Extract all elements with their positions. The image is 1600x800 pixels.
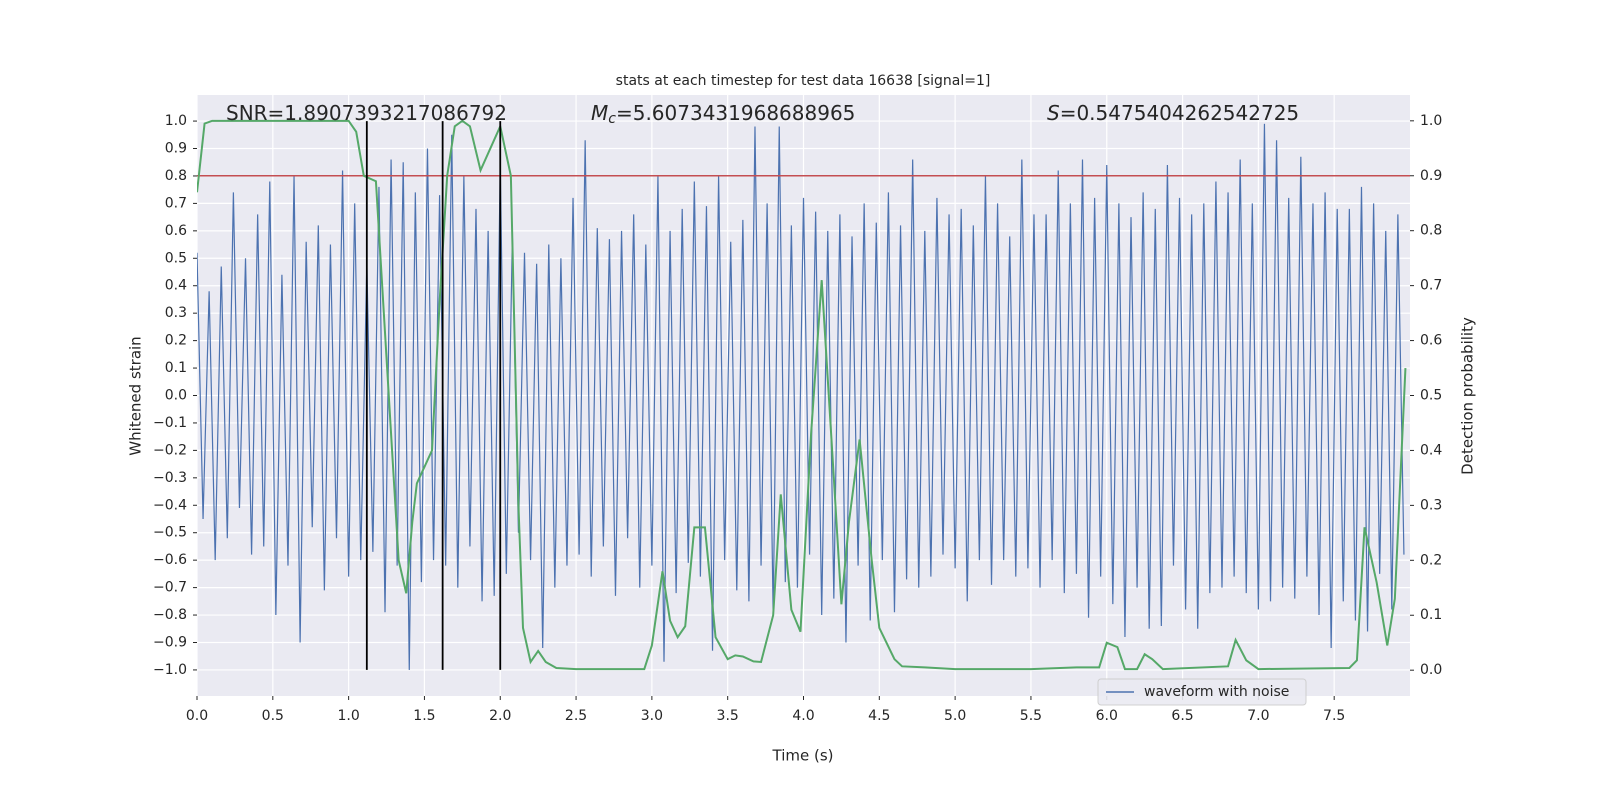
x-tick-label: 4.5: [868, 708, 890, 724]
annotation-text: =0.5475404262542725: [1060, 101, 1299, 125]
y2-tick-label: 0.9: [1420, 168, 1442, 184]
annotation-text: =5.6073431968688965: [616, 101, 855, 125]
y-tick-label: −1.0: [153, 662, 187, 678]
x-tick-label: 4.0: [792, 708, 814, 724]
y2-tick-label: 0.0: [1420, 662, 1442, 678]
x-tick-label: 0.5: [262, 708, 284, 724]
x-tick-label: 3.5: [717, 708, 739, 724]
legend-box: [1097, 678, 1307, 706]
series-line: [197, 123, 1405, 670]
y-tick-label: −0.7: [153, 580, 187, 596]
y-tick-label: −0.2: [153, 442, 187, 458]
y-tick-label: −0.8: [153, 607, 187, 623]
y-axis-label: Whitened strain: [127, 336, 145, 455]
y2-tick-label: 0.2: [1420, 552, 1442, 568]
y-tick-label: 0.8: [165, 168, 187, 184]
annotation-text: SNR=1.8907393217086792: [226, 101, 507, 125]
annotation-symbol: S: [1047, 101, 1060, 125]
y2-tick-label: 0.6: [1420, 333, 1442, 349]
y2-tick-label: 0.5: [1420, 388, 1442, 404]
y2-axis-label: Detection probability: [1459, 317, 1477, 475]
x-tick-label: 6.5: [1171, 708, 1193, 724]
y2-tick-label: 0.1: [1420, 607, 1442, 623]
y-tick-label: 0.0: [165, 388, 187, 404]
y-tick-label: 0.5: [165, 250, 187, 266]
y-tick-label: 0.6: [165, 223, 187, 239]
y-tick-label: −0.4: [153, 497, 187, 513]
y-tick-label: −0.6: [153, 552, 187, 568]
annotation: Mc=5.6073431968688965: [591, 101, 855, 128]
y-tick-label: 0.7: [165, 195, 187, 211]
legend-label: waveform with noise: [1144, 684, 1289, 700]
x-tick-label: 1.5: [413, 708, 435, 724]
x-tick-label: 2.5: [565, 708, 587, 724]
y2-tick-label: 0.7: [1420, 278, 1442, 294]
x-tick-label: 2.0: [489, 708, 511, 724]
x-tick-label: 5.0: [944, 708, 966, 724]
annotation: SNR=1.8907393217086792: [226, 101, 507, 125]
y-tick-label: −0.1: [153, 415, 187, 431]
series-line: [197, 119, 1407, 671]
y2-tick-label: 0.8: [1420, 223, 1442, 239]
y-tick-label: 0.1: [165, 360, 187, 376]
y2-tick-label: 0.4: [1420, 442, 1442, 458]
y-tick-label: 0.3: [165, 305, 187, 321]
annotation-symbol: M: [591, 101, 608, 125]
x-tick-label: 1.0: [337, 708, 359, 724]
y2-tick-label: 0.3: [1420, 497, 1442, 513]
y-tick-label: −0.3: [153, 470, 187, 486]
y-tick-label: −0.9: [153, 634, 187, 650]
y-tick-label: 0.9: [165, 141, 187, 157]
x-tick-label: 6.0: [1096, 708, 1118, 724]
y-tick-label: 0.2: [165, 333, 187, 349]
x-tick-label: 5.5: [1020, 708, 1042, 724]
y-tick-label: −0.5: [153, 525, 187, 541]
x-tick-label: 0.0: [186, 708, 208, 724]
x-tick-label: 3.0: [641, 708, 663, 724]
x-axis-label: Time (s): [772, 747, 834, 765]
y-tick-label: 1.0: [165, 113, 187, 129]
chart-title: stats at each timestep for test data 166…: [616, 73, 991, 89]
annotation: S=0.5475404262542725: [1047, 101, 1299, 125]
x-tick-label: 7.0: [1247, 708, 1269, 724]
annotation-subscript: c: [608, 111, 616, 127]
grid: [196, 95, 1410, 696]
y2-tick-label: 1.0: [1420, 113, 1442, 129]
x-tick-label: 7.5: [1323, 708, 1345, 724]
y-tick-label: 0.4: [165, 278, 187, 294]
